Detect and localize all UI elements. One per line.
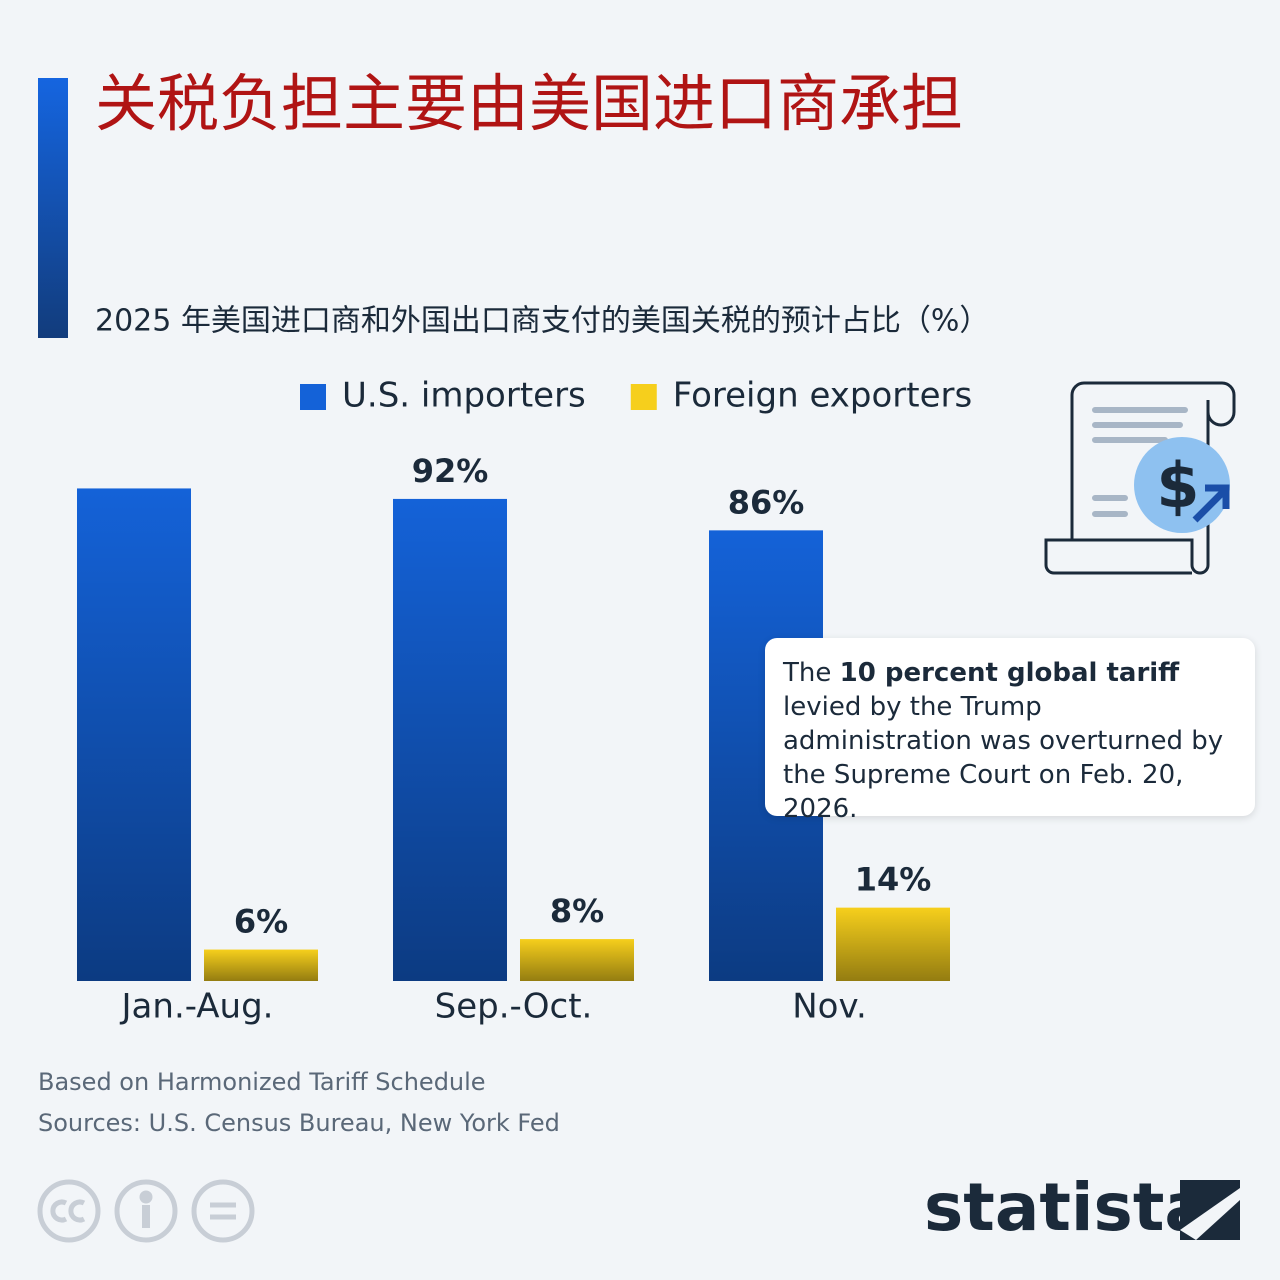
source: Sources: U.S. Census Bureau, New York Fe… <box>38 1109 560 1137</box>
cc-icons <box>37 1179 255 1243</box>
legend-label: U.S. importers <box>342 376 586 416</box>
legend: U.S. importers Foreign exporters <box>300 376 972 416</box>
x-tick-label: Nov. <box>792 987 867 1027</box>
data-label: 6% <box>234 903 288 941</box>
annotation-bold: 10 percent global tariff <box>839 658 1180 688</box>
data-label: 8% <box>550 892 604 930</box>
chart-subtitle: 2025 年美国进口商和外国出口商支付的美国关税的预计占比（%） <box>95 304 989 339</box>
brand-logo <box>1180 1180 1240 1240</box>
chart-title: 关税负担主要由美国进口商承担 <box>95 67 963 140</box>
data-label: 86% <box>728 483 805 521</box>
bar <box>393 498 507 981</box>
annotation-text: levied by the Trump administration was o… <box>783 692 1224 824</box>
brand: statista <box>924 1169 1209 1246</box>
data-label: 14% <box>855 861 932 899</box>
note: Based on Harmonized Tariff Schedule <box>38 1068 486 1096</box>
doc-icon: $ <box>1044 381 1236 575</box>
bar <box>204 949 318 981</box>
legend-label: Foreign exporters <box>673 376 972 416</box>
svg-text:$: $ <box>1156 449 1199 522</box>
legend-swatch <box>300 384 326 410</box>
bar <box>77 488 191 981</box>
annotation: The 10 percent global tariff levied by t… <box>765 638 1255 824</box>
bar <box>836 907 950 981</box>
x-tick-label: Sep.-Oct. <box>435 987 593 1027</box>
x-tick-label: Jan.-Aug. <box>120 987 274 1027</box>
legend-swatch <box>630 384 657 410</box>
accent-bar <box>38 78 68 338</box>
bar <box>520 939 634 981</box>
annotation-text: The <box>783 658 832 688</box>
data-label: 92% <box>412 452 489 490</box>
